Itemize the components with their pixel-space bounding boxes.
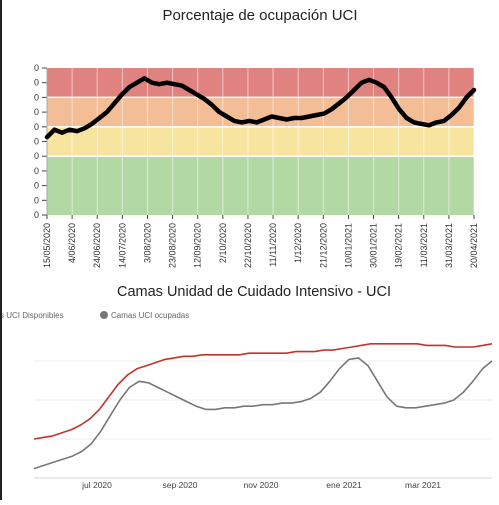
x-tick-label-17: 20/04/2021 [469,223,479,268]
x-tick-label-2: 24/06/2020 [92,223,102,268]
x-tick-label-7: 2/10/2020 [218,223,228,263]
x-tick-label-16: 31/03/2021 [444,223,454,268]
legend-marker-ocupadas [100,311,108,319]
x-tick-label-11: 21/12/2020 [318,223,328,268]
y-tick-label-7: 0 [34,107,39,117]
x-tick-label-8: 22/10/2020 [243,223,253,268]
chart2-x-ticks: jul 2020 sep 2020 nov 2020 ene 2021 mar 2021 [81,480,441,490]
legend-label-ocupadas: Camas UCI ocupadas [111,311,189,320]
band-3 [47,68,474,98]
x-tick-label-3: ene 2021 [326,480,362,490]
x-tick-label-5: 23/08/2020 [168,223,178,268]
x-tick-label-14: 19/02/2021 [394,223,404,268]
x-tick-label-10: 1/12/2020 [293,223,303,263]
x-tick-label-12: 10/01/2021 [343,223,353,268]
band-0 [47,156,474,215]
x-tick-label-6: 12/09/2020 [193,223,203,268]
x-tick-label-4: 3/08/2020 [142,223,152,263]
y-tick-label-6: 0 [34,122,39,132]
x-tick-label-4: mar 2021 [405,480,441,490]
y-tick-label-2: 0 [34,181,39,191]
y-tick-label-4: 0 [34,151,39,161]
x-tick-label-9: 11/11/2020 [268,223,278,267]
series-line-1 [33,357,493,470]
x-tick-label-1: sep 2020 [163,480,198,490]
series-line-0 [33,343,493,440]
y-tick-label-9: 0 [34,78,39,88]
chart2-gridlines [34,360,492,479]
y-tick-label-0: 0 [34,210,39,220]
y-tick-label-5: 0 [34,137,39,147]
x-tick-label-2: nov 2020 [244,480,279,490]
x-tick-label-1: 4/06/2020 [67,223,77,263]
y-tick-label-3: 0 [34,166,39,176]
chart1-y-ticks: 0 0 0 0 0 0 0 0 0 0 0 [34,63,47,220]
band-1 [47,126,474,157]
legend-label-disponibles: s UCI Disponibles [0,311,64,320]
x-tick-label-0: 15/05/2020 [42,223,52,268]
left-edge-rule [0,0,2,500]
y-tick-label-1: 0 [34,195,39,205]
chart1-title: Porcentaje de ocupación UCI [162,7,357,24]
chart2-lines [33,343,493,470]
chart1-x-ticks: 15/05/2020 4/06/2020 24/06/2020 14/07/2020 3… [42,68,479,268]
x-tick-label-13: 30/01/2021 [369,223,379,268]
y-tick-label-10: 0 [34,63,39,73]
y-tick-label-8: 0 [34,92,39,102]
x-tick-label-3: 14/07/2020 [117,223,127,268]
chart1-occupancy-line [44,76,477,140]
chart1-bands [46,68,474,215]
x-tick-label-15: 11/03/2021 [419,223,429,267]
chart2-legend: s UCI Disponibles Camas UCI ocupadas [0,311,189,320]
chart2-title: Camas Unidad de Cuidado Intensivo - UCI [117,284,391,300]
x-tick-label-0: jul 2020 [81,480,112,490]
